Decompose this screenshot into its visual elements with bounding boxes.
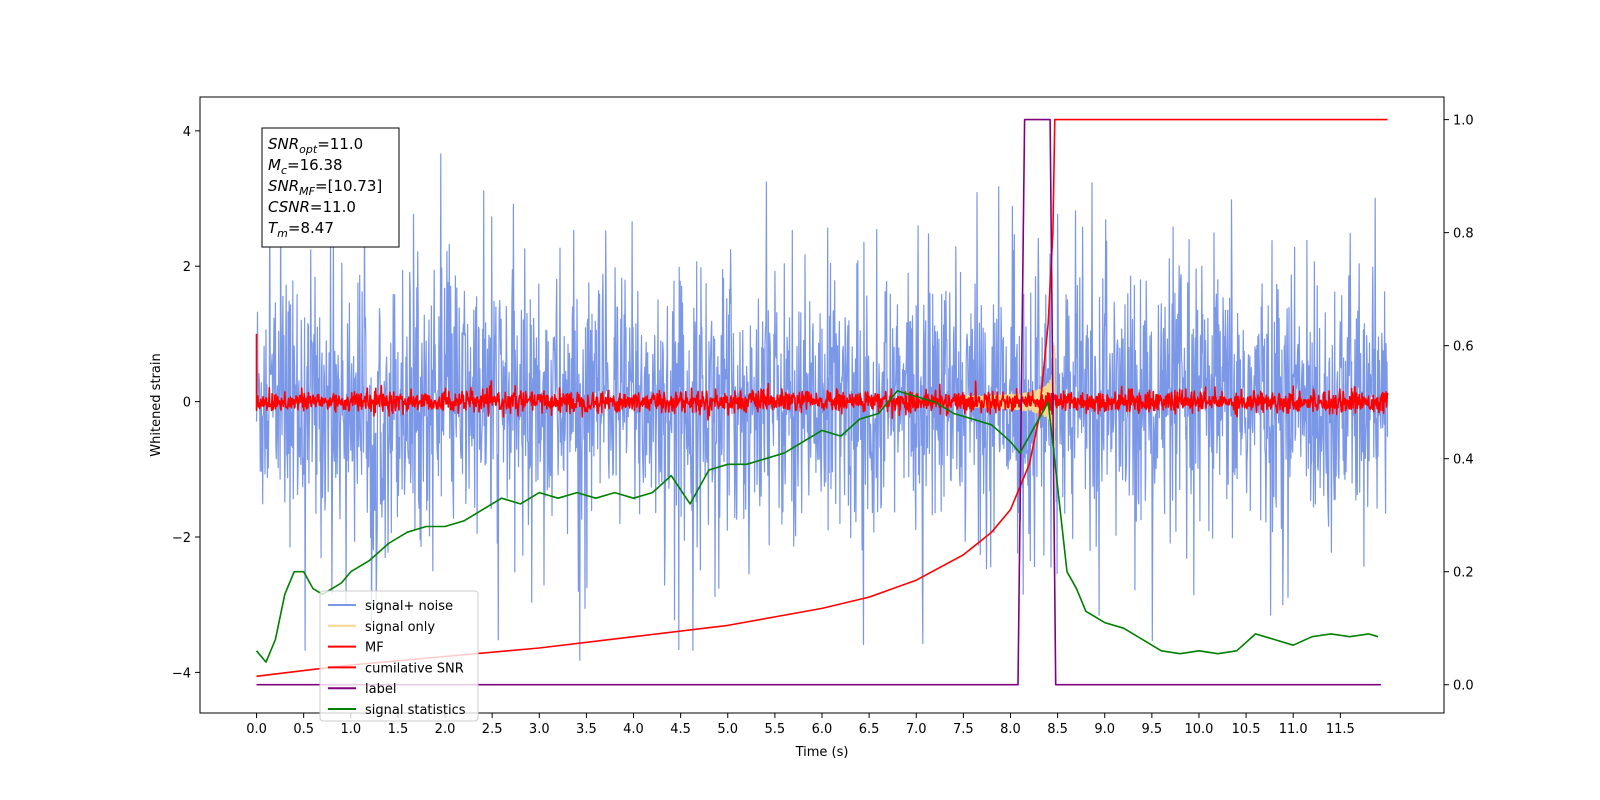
info-line-value: =8.47 xyxy=(288,219,334,237)
legend-label: signal only xyxy=(365,620,435,635)
info-line: SNRMF=[10.73] xyxy=(268,177,382,198)
info-line-value: =11.0 xyxy=(310,198,356,216)
x-tick-label: 7.5 xyxy=(953,722,974,737)
x-tick-label: 5.5 xyxy=(765,722,786,737)
y-right-tick-label: 0.6 xyxy=(1453,340,1474,355)
y-right-tick-label: 0.2 xyxy=(1453,566,1474,581)
info-line: CSNR=11.0 xyxy=(268,198,356,216)
legend-label: MF xyxy=(365,641,384,656)
x-tick-label: 9.5 xyxy=(1142,722,1163,737)
axes-layer: 0.0 0.5 1.0 1.5 2.0 2.5 3.0 3.5 4.0 4.5 5.0 5.5 6.0 6… xyxy=(172,114,1474,737)
info-line: Tm=8.47 xyxy=(268,219,334,240)
series-line-cumilative-snr xyxy=(256,118,1388,678)
x-tick-label: 3.0 xyxy=(529,722,550,737)
info-line-value: =[10.73] xyxy=(315,177,382,195)
info-line-symbol: CSNR xyxy=(268,198,310,216)
x-tick-label: 1.0 xyxy=(340,722,361,737)
info-line-value: =11.0 xyxy=(317,135,363,153)
series-line-label xyxy=(256,118,1381,686)
info-line-value: =16.38 xyxy=(287,156,343,174)
x-tick-label: 9.0 xyxy=(1094,722,1115,737)
x-tick-label: 11.0 xyxy=(1279,722,1308,737)
info-line: Mc=16.38 xyxy=(268,156,343,177)
series-line-mf xyxy=(255,333,1389,421)
y-left-tick-label: −4 xyxy=(172,666,191,681)
y-right-tick-label: 0.8 xyxy=(1453,227,1474,242)
x-tick-label: 2.5 xyxy=(482,722,503,737)
y-left-tick-label: 4 xyxy=(183,125,191,140)
legend-label: cumilative SNR xyxy=(365,661,464,676)
legend-label: signal statistics xyxy=(365,703,466,718)
series-line-signal-statistics xyxy=(255,390,1379,663)
info-line-symbol: SNR xyxy=(268,135,299,153)
x-tick-label: 6.0 xyxy=(812,722,833,737)
x-tick-label: 8.0 xyxy=(1000,722,1021,737)
y-left-tick-label: 0 xyxy=(183,396,191,411)
legend-frame xyxy=(319,590,479,722)
info-annotation-box: SNRopt=11.0Mc=16.38SNRMF=[10.73]CSNR=11.… xyxy=(261,127,400,248)
x-tick-label: 0.5 xyxy=(293,722,314,737)
series-line-signal-noise xyxy=(255,153,1389,661)
info-line-subscript: MF xyxy=(299,185,315,198)
series-layer xyxy=(255,118,1389,686)
info-line-subscript: m xyxy=(277,227,288,240)
info-line-symbol: T xyxy=(268,219,279,237)
x-tick-label: 7.0 xyxy=(906,722,927,737)
legend-label: label xyxy=(365,682,396,697)
x-tick-label: 5.0 xyxy=(717,722,738,737)
legend: signal+ noise signal only MF cumilative SNR… xyxy=(319,590,479,722)
y-left-tick-label: 2 xyxy=(183,260,191,275)
x-tick-label: 4.0 xyxy=(623,722,644,737)
info-line-symbol: M xyxy=(268,156,281,174)
x-tick-label: 10.5 xyxy=(1232,722,1261,737)
x-tick-label: 3.5 xyxy=(576,722,597,737)
legend-label: signal+ noise xyxy=(365,599,453,614)
y-left-tick-label: −2 xyxy=(172,531,191,546)
info-line-subscript: c xyxy=(281,164,287,177)
x-tick-label: 6.5 xyxy=(859,722,880,737)
x-tick-label: 2.0 xyxy=(435,722,456,737)
x-tick-label: 10.0 xyxy=(1184,722,1213,737)
x-axis-label: Time (s) xyxy=(795,745,849,760)
y-right-tick-label: 0.0 xyxy=(1453,679,1474,694)
y-right-tick-label: 1.0 xyxy=(1453,114,1474,129)
x-tick-label: 11.5 xyxy=(1326,722,1355,737)
x-tick-label: 8.5 xyxy=(1047,722,1068,737)
info-line-symbol: SNR xyxy=(268,177,299,195)
x-tick-label: 4.5 xyxy=(670,722,691,737)
y-axis-label: Whitened strain xyxy=(149,353,164,456)
info-line: SNRopt=11.0 xyxy=(268,135,363,156)
info-box-frame xyxy=(261,127,400,248)
x-tick-label: 0.0 xyxy=(246,722,267,737)
y-right-tick-label: 0.4 xyxy=(1453,453,1474,468)
info-line-subscript: opt xyxy=(299,143,318,156)
x-tick-label: 1.5 xyxy=(388,722,409,737)
